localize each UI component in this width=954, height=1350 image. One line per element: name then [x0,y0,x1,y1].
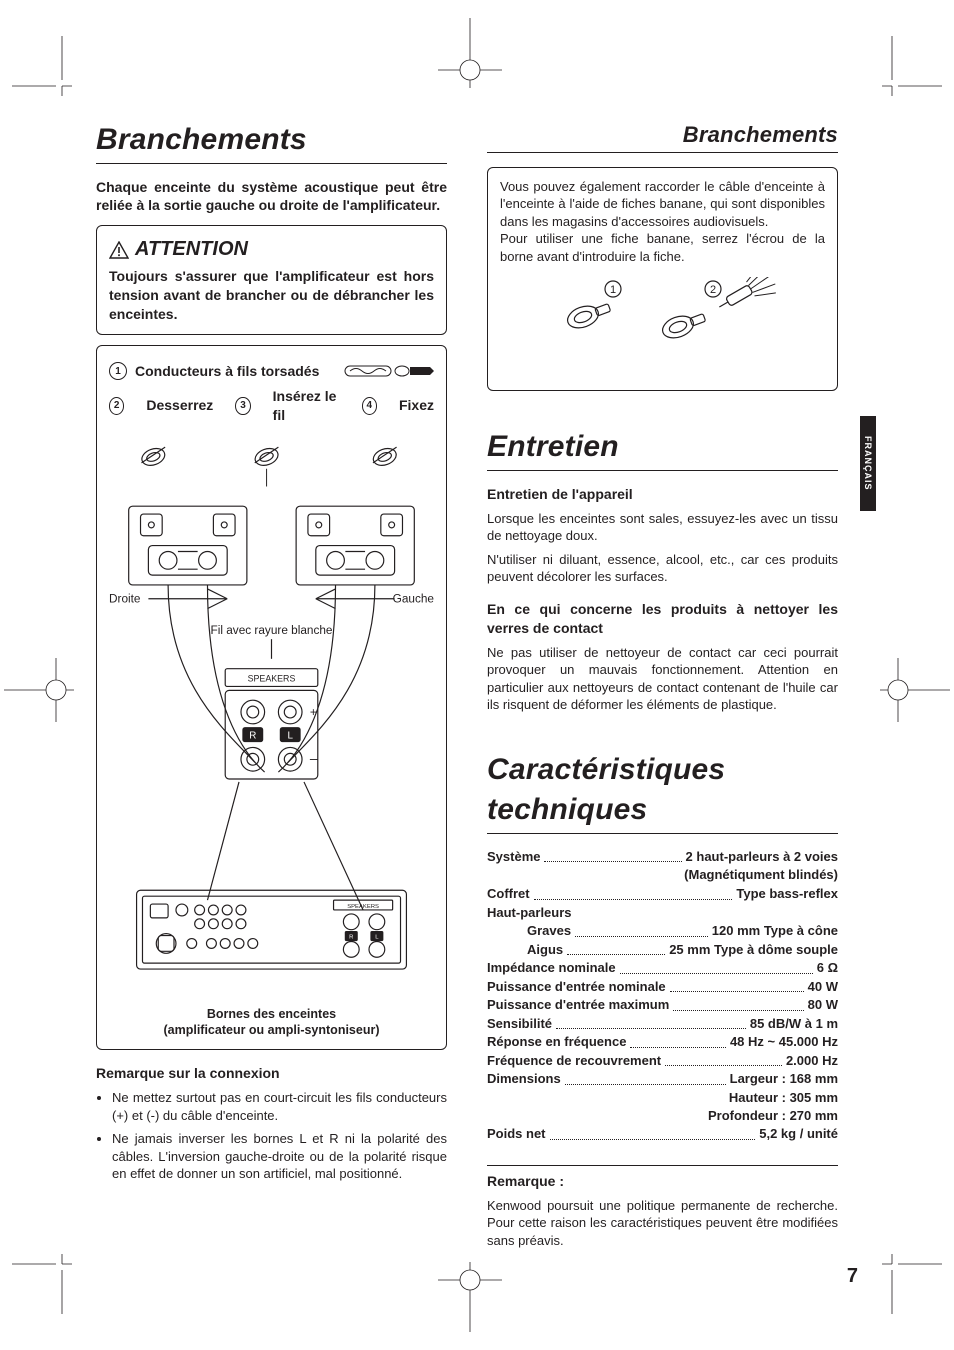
svg-text:1: 1 [609,284,615,296]
spec-row: Poids net5,2 kg / unité [487,1125,838,1143]
rule [487,152,838,153]
attention-label: ATTENTION [135,236,248,263]
step-number: 2 [109,397,124,415]
maintenance-text: Lorsque les enceintes sont sales, essuye… [487,510,838,545]
spec-row: Impédance nominale6 Ω [487,959,838,977]
rule [487,833,838,834]
step-label: Fixez [399,396,434,415]
spec-row: Réponse en fréquence48 Hz ~ 45.000 Hz [487,1033,838,1051]
connection-note-heading: Remarque sur la connexion [96,1064,447,1083]
maintenance-text: Ne pas utiliser de nettoyeur de contact … [487,644,838,714]
diagram-caption: Bornes des enceintes(amplificateur ou am… [109,1006,434,1040]
spec-row: Système2 haut-parleurs à 2 voies [487,848,838,866]
remark-body: Kenwood poursuit une politique permanent… [487,1197,838,1250]
connection-notes: Ne mettez surtout pas en court-circuit l… [96,1089,447,1183]
maintenance-text: N'utiliser ni diluant, essence, alcool, … [487,551,838,586]
list-item: Ne jamais inverser les bornes L et R ni … [112,1130,447,1183]
spec-row: Puissance d'entrée maximum80 W [487,996,838,1014]
heading-entretien: Entretien [487,427,838,468]
right-column: Branchements Vous pouvez également racco… [487,120,838,1255]
rule [96,163,447,164]
spec-row: Puissance d'entrée nominale40 W [487,978,838,996]
svg-text:Fil avec rayure blanche: Fil avec rayure blanche [211,623,333,637]
svg-text:–: – [310,751,318,766]
maintenance-subhead: En ce qui concerne les produits à nettoy… [487,600,838,638]
steps-box: 1 Conducteurs à fils torsadés 2 Desserre… [96,345,447,1050]
spec-subline: (Magnétiqument blindés) [487,866,838,884]
wiring-diagram: Droite Gauche Fil avec rayure blanche [109,433,434,998]
svg-text:2: 2 [709,284,715,296]
list-item: Ne mettez surtout pas en court-circuit l… [112,1089,447,1124]
banana-diagram: 1 2 [500,277,825,372]
maintenance-subhead: Entretien de l'appareil [487,485,838,504]
attention-text: Toujours s'assurer que l'amplificateur e… [109,267,434,324]
svg-text:SPEAKERS: SPEAKERS [347,904,379,910]
step-label: Insérez le fil [273,387,340,425]
heading-branchements: Branchements [96,120,447,161]
remark-heading: Remarque : [487,1172,838,1191]
step-number: 4 [362,397,377,415]
heading-branchements-sub: Branchements [487,120,838,150]
rule [487,1165,838,1166]
step-number: 1 [109,362,127,380]
step-label: Desserrez [146,396,213,415]
svg-text:R: R [249,730,256,741]
svg-text:SPEAKERS: SPEAKERS [248,673,296,683]
svg-text:Gauche: Gauche [393,591,434,605]
spec-row: DimensionsLargeur : 168 mm [487,1070,838,1088]
specs-list: Système2 haut-parleurs à 2 voies(Magnéti… [487,848,838,1143]
svg-text:R: R [349,934,353,940]
twisted-wire-icon [344,363,434,379]
spec-subline: Profondeur : 270 mm [487,1107,838,1125]
spec-subline: Hauteur : 305 mm [487,1089,838,1107]
spec-row: Sensibilité85 dB/W à 1 m [487,1015,838,1033]
warning-icon [109,241,129,259]
rule [487,470,838,471]
svg-text:+: + [310,705,317,719]
page-number: 7 [847,1263,858,1290]
intro-text: Chaque enceinte du système acoustique pe… [96,178,447,216]
spec-row: CoffretType bass-reflex [487,885,838,903]
spec-row: Aigus25 mm Type à dôme souple [487,941,838,959]
spec-row: Graves120 mm Type à cône [487,922,838,940]
heading-specs: Caractéristiques techniques [487,750,838,831]
svg-text:L: L [287,730,293,741]
banana-text: Vous pouvez également raccorder le câble… [500,178,825,266]
spec-row: Haut-parleurs [487,904,838,922]
step-number: 3 [235,397,250,415]
svg-text:Droite: Droite [109,591,141,605]
language-tab: FRANÇAIS [860,416,876,511]
step-label: Conducteurs à fils torsadés [135,362,319,381]
banana-box: Vous pouvez également raccorder le câble… [487,167,838,392]
spec-row: Fréquence de recouvrement2.000 Hz [487,1052,838,1070]
page-content: Branchements Chaque enceinte du système … [96,120,838,1255]
attention-box: ATTENTION Toujours s'assurer que l'ampli… [96,225,447,335]
left-column: Branchements Chaque enceinte du système … [96,120,447,1255]
